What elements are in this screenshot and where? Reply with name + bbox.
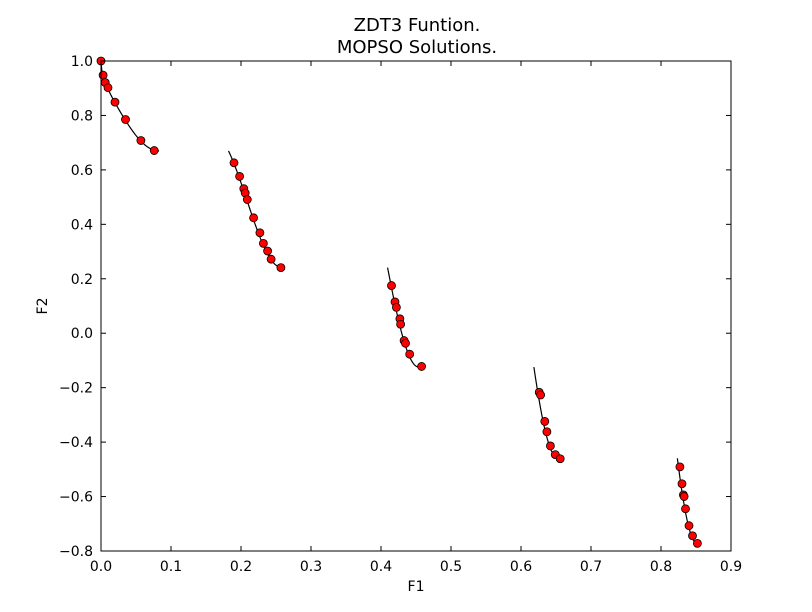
data-point (229, 158, 239, 168)
data-point (136, 136, 146, 145)
data-point (417, 362, 427, 371)
data-point (255, 228, 265, 238)
y-tick-label: 0.0 (71, 326, 93, 342)
y-tick-label: 0.2 (71, 272, 93, 288)
data-point (546, 441, 555, 451)
front-segment-2 (227, 150, 282, 268)
y-tick-label: −0.6 (59, 490, 93, 506)
solution-points (96, 56, 702, 548)
x-tick-label: 0.7 (580, 559, 602, 575)
data-point (679, 492, 689, 501)
y-tick-label: 1.0 (71, 54, 93, 70)
data-point (677, 479, 687, 489)
data-point (258, 238, 268, 248)
data-point (693, 538, 702, 548)
y-axis: −0.8 −0.6 −0.4 −0.2 0.0 0.2 0.4 0.6 0.8 1.0 (59, 54, 731, 560)
x-tick-label: 0.5 (440, 559, 462, 575)
data-point (110, 97, 120, 107)
plot-frame (100, 60, 732, 552)
data-point (149, 146, 159, 155)
x-tick-label: 0.3 (300, 559, 322, 575)
data-point (684, 521, 694, 531)
x-tick-label: 0.2 (230, 559, 252, 575)
x-tick-label: 0.0 (90, 559, 112, 575)
y-axis-label: F2 (35, 298, 51, 315)
x-tick-label: 0.8 (650, 559, 672, 575)
x-tick-label: 0.4 (370, 559, 392, 575)
chart-title: ZDT3 Funtion. (354, 15, 481, 36)
data-point (681, 504, 690, 514)
data-point (121, 115, 130, 124)
data-point (405, 349, 415, 359)
x-axis-label: F1 (408, 579, 425, 595)
y-tick-label: 0.8 (71, 108, 93, 124)
data-point (536, 390, 545, 400)
y-tick-label: −0.8 (59, 544, 93, 560)
data-point (263, 246, 273, 256)
data-point (542, 427, 552, 437)
data-point (688, 531, 697, 541)
x-tick-label: 0.6 (510, 559, 532, 575)
data-point (387, 281, 396, 290)
y-tick-label: −0.2 (59, 381, 93, 397)
data-point (235, 172, 245, 181)
y-tick-label: −0.4 (59, 435, 93, 451)
data-point (242, 195, 252, 204)
x-tick-label: 0.1 (160, 559, 182, 575)
data-point (555, 454, 565, 464)
data-point (249, 213, 259, 223)
data-point (396, 319, 406, 329)
y-tick-label: 0.6 (71, 163, 93, 179)
front-segment-1 (100, 60, 160, 152)
chart-subtitle: MOPSO Solutions. (337, 37, 497, 58)
data-point (401, 338, 410, 348)
data-point (675, 462, 685, 472)
data-point (391, 302, 401, 312)
data-point (98, 70, 108, 80)
data-point (540, 417, 550, 426)
data-point (103, 83, 113, 93)
x-tick-label: 0.9 (720, 559, 742, 575)
data-point (266, 254, 276, 264)
x-axis: 0.0 0.1 0.2 0.3 0.4 0.5 0.6 0.7 0.8 0.9 (90, 61, 742, 575)
data-point (276, 263, 286, 273)
y-tick-label: 0.4 (71, 217, 93, 233)
